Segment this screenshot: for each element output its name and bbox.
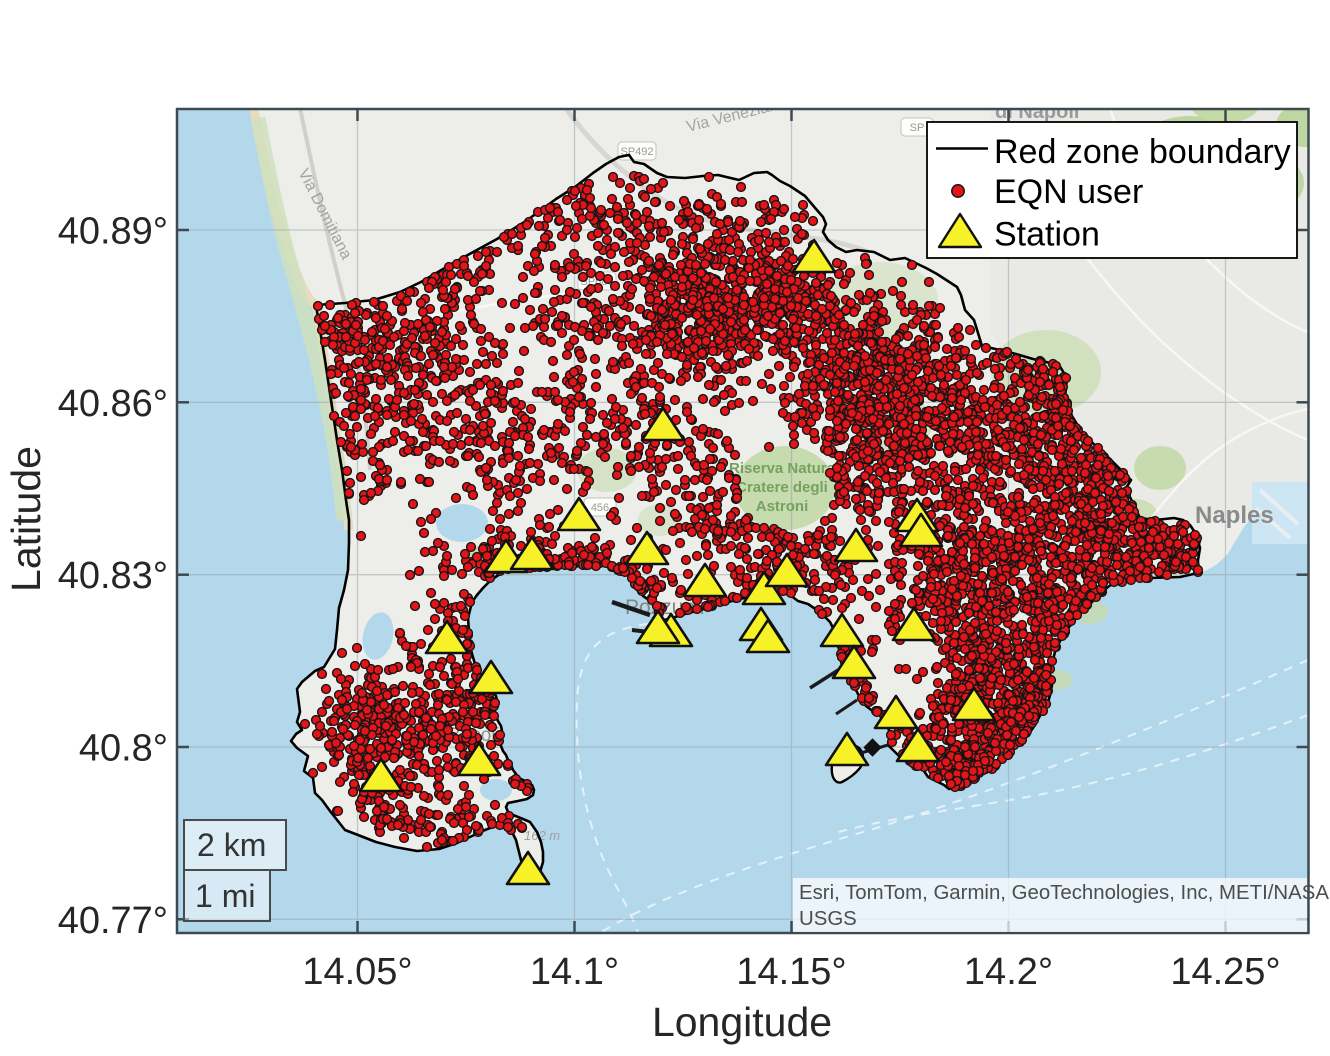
svg-text:Riserva Natura: Riserva Natura bbox=[729, 460, 836, 477]
svg-text:Cratere degli: Cratere degli bbox=[736, 479, 828, 496]
svg-text:162 m: 162 m bbox=[524, 828, 560, 843]
svg-text:SP: SP bbox=[910, 122, 925, 134]
svg-text:Astroni: Astroni bbox=[756, 498, 809, 515]
svg-text:456: 456 bbox=[591, 502, 609, 514]
svg-text:Naples: Naples bbox=[1195, 502, 1274, 529]
svg-text:di Napoli: di Napoli bbox=[995, 101, 1079, 123]
